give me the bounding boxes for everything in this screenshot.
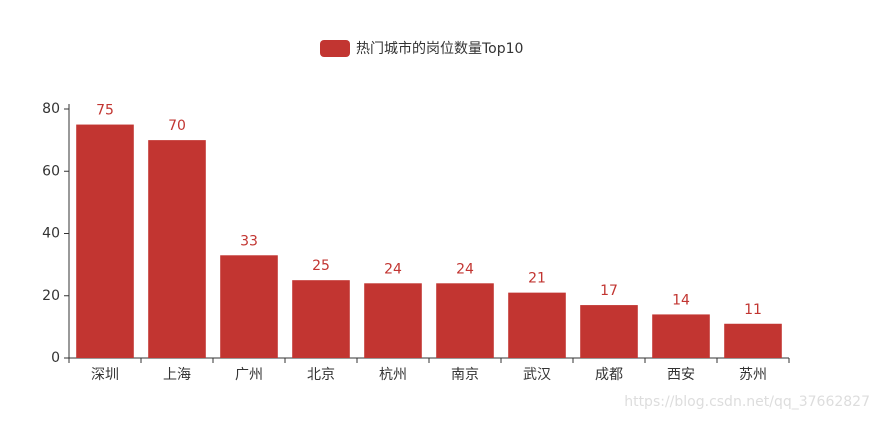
value-label: 75 bbox=[96, 103, 114, 119]
legend-swatch[interactable] bbox=[320, 40, 350, 57]
y-tick-label: 0 bbox=[51, 350, 60, 366]
value-label: 25 bbox=[312, 258, 330, 274]
x-tick-label: 北京 bbox=[307, 367, 335, 383]
value-label: 24 bbox=[456, 261, 474, 277]
watermark: https://blog.csdn.net/qq_37662827 bbox=[624, 394, 870, 410]
y-tick-label: 80 bbox=[42, 101, 60, 117]
bar bbox=[724, 323, 782, 358]
value-label: 70 bbox=[168, 118, 186, 134]
x-tick-label: 成都 bbox=[595, 367, 623, 383]
value-label: 24 bbox=[384, 261, 402, 277]
x-tick-label: 杭州 bbox=[379, 367, 407, 383]
x-tick-label: 武汉 bbox=[523, 367, 551, 383]
value-label: 21 bbox=[528, 271, 546, 287]
x-tick-label: 上海 bbox=[163, 367, 191, 383]
bar bbox=[76, 124, 134, 358]
x-tick-label: 广州 bbox=[235, 367, 263, 383]
bar bbox=[148, 140, 206, 358]
y-tick-label: 40 bbox=[42, 226, 60, 242]
x-tick-label: 西安 bbox=[667, 367, 695, 383]
bar bbox=[652, 314, 710, 358]
bar bbox=[580, 305, 638, 358]
x-tick-label: 深圳 bbox=[91, 367, 119, 383]
legend-label[interactable]: 热门城市的岗位数量Top10 bbox=[356, 40, 523, 57]
x-tick-label: 南京 bbox=[451, 367, 479, 383]
value-label: 14 bbox=[672, 292, 690, 308]
bar bbox=[292, 280, 350, 358]
y-tick-label: 20 bbox=[42, 288, 60, 304]
value-label: 33 bbox=[240, 233, 258, 249]
y-tick-label: 60 bbox=[42, 163, 60, 179]
bar bbox=[364, 283, 422, 358]
bar bbox=[436, 283, 494, 358]
value-label: 17 bbox=[600, 283, 618, 299]
bar bbox=[220, 255, 278, 358]
x-tick-label: 苏州 bbox=[739, 367, 767, 383]
bar bbox=[508, 292, 566, 358]
value-label: 11 bbox=[744, 302, 762, 318]
